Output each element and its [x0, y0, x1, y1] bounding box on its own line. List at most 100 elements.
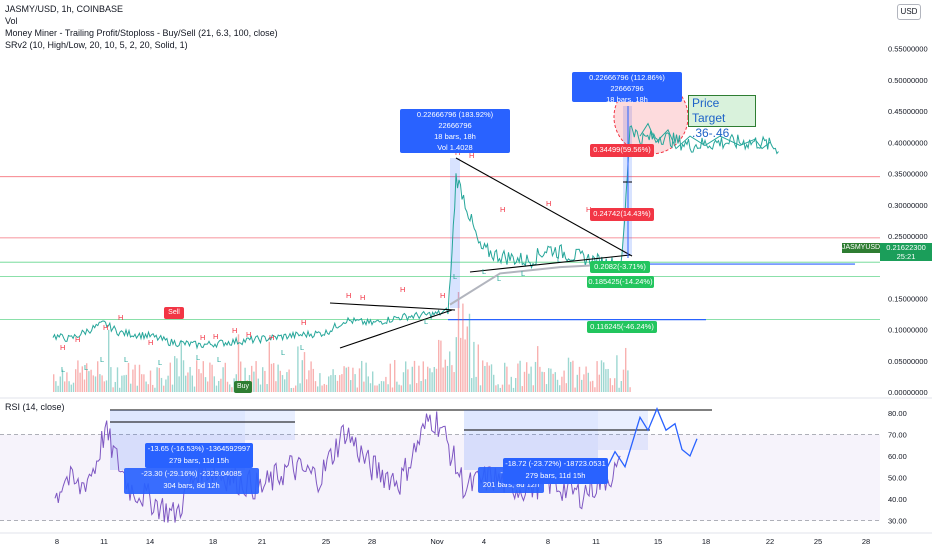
volume-bar	[57, 385, 59, 392]
volume-bar	[286, 372, 288, 392]
volume-bar	[77, 360, 79, 392]
volume-legend[interactable]: Vol	[5, 16, 18, 26]
volume-bar	[550, 368, 552, 392]
trend-line	[469, 254, 631, 273]
volume-bar	[270, 363, 273, 392]
volume-bar	[622, 369, 625, 392]
trend-line	[339, 309, 453, 349]
volume-bar	[444, 359, 446, 392]
rsi-box-4-line-2: 201 bars, 8d 12h	[482, 480, 540, 489]
volume-bar	[160, 377, 163, 392]
volume-bar	[61, 369, 64, 392]
volume-bar	[394, 360, 396, 392]
rsi-tick-label: 60.00	[888, 452, 907, 461]
volume-bar	[301, 360, 303, 392]
volume-bar	[499, 387, 501, 392]
level-label-green-2: 0.185425(-14.24%)	[587, 276, 654, 288]
volume-bar	[504, 362, 506, 392]
level-label-green-3: 0.116245(-46.24%)	[587, 321, 657, 333]
volume-bar	[453, 372, 455, 392]
price-tick-label: 0.05000000	[888, 357, 928, 366]
time-tick-label: 18	[209, 537, 217, 546]
rsi-box-3-line-2: 279 bars, 11d 15h	[525, 471, 586, 480]
volume-bar	[383, 381, 385, 392]
rsi-legend[interactable]: RSI (14, close)	[5, 402, 65, 412]
volume-bar	[268, 341, 270, 392]
volume-bar	[90, 369, 92, 392]
low-marker: L	[557, 255, 561, 264]
price-tick-label: 0.45000000	[888, 107, 928, 116]
rsi-measure-box-2[interactable]: -23.30 (-29.16%) -2329.04085 304 bars, 8…	[124, 468, 259, 494]
rsi-tick-label: 80.00	[888, 409, 907, 418]
level-label-red-2: 0.24742(14.43%)	[590, 208, 654, 221]
volume-bar	[156, 367, 158, 392]
volume-bar	[158, 367, 160, 392]
high-marker: H	[269, 333, 274, 342]
volume-bar	[171, 384, 174, 392]
measure-box-1[interactable]: 0.22666796 (183.92%) 22666796 18 bars, 1…	[400, 109, 510, 153]
volume-bar	[147, 384, 149, 392]
volume-bar	[477, 344, 479, 392]
volume-bar	[220, 378, 222, 392]
volume-bar	[257, 378, 259, 392]
volume-bar	[224, 362, 226, 392]
low-marker: L	[424, 317, 428, 326]
rsi-tick-label: 70.00	[888, 431, 907, 440]
low-marker: L	[217, 355, 221, 364]
volume-bar	[609, 378, 611, 392]
low-marker: L	[196, 353, 200, 362]
volume-bar	[306, 379, 308, 392]
volume-bar	[367, 376, 369, 392]
volume-bar	[275, 381, 277, 392]
volume-bar	[567, 357, 570, 392]
volume-bar	[545, 384, 548, 392]
volume-bar	[99, 374, 101, 392]
volume-bar	[365, 362, 367, 392]
volume-bar	[251, 365, 253, 392]
volume-bar	[119, 387, 121, 392]
volume-bar	[466, 326, 468, 392]
volume-bar	[473, 341, 475, 392]
volume-bar	[581, 379, 583, 392]
volume-bar	[589, 381, 592, 392]
price-target-note[interactable]: Price Target .36-.46	[688, 95, 756, 140]
volume-bar	[501, 384, 504, 392]
volume-bar	[389, 363, 391, 392]
volume-bar	[488, 365, 490, 392]
volume-bar	[167, 375, 169, 392]
volume-bar	[427, 366, 429, 392]
volume-bar	[277, 364, 279, 392]
volume-bar	[295, 385, 297, 392]
volume-bar	[323, 383, 325, 392]
measure-box-2[interactable]: 0.22666796 (112.86%) 22666796 18 bars, 1…	[572, 72, 682, 104]
srv2-legend[interactable]: SRv2 (10, High/Low, 20, 10, 5, 2, 20, So…	[5, 40, 188, 50]
high-marker: H	[232, 326, 237, 335]
money-miner-legend[interactable]: Money Miner - Trailing Profit/Stoploss -…	[5, 28, 278, 38]
volume-bar	[154, 387, 156, 392]
volume-bar	[262, 367, 264, 392]
volume-bar	[97, 361, 99, 392]
volume-bar	[479, 385, 482, 392]
currency-button[interactable]: USD	[897, 4, 921, 20]
high-marker: H	[400, 285, 405, 294]
volume-bar	[620, 381, 622, 392]
volume-bar	[407, 369, 409, 392]
rsi-measure-box-3[interactable]: -18.72 (-23.72%) -18723.0531 279 bars, 1…	[503, 458, 608, 484]
volume-bar	[55, 381, 57, 392]
volume-bar	[347, 366, 350, 392]
rsi-measure-box-1[interactable]: -13.65 (-16.53%) -1364592997 279 bars, 1…	[145, 443, 253, 468]
symbol-title[interactable]: JASMY/USD, 1h, COINBASE	[5, 4, 124, 14]
time-tick-label: 11	[100, 537, 108, 546]
volume-bar	[625, 347, 627, 392]
volume-bar	[570, 361, 572, 392]
measure-1-line-2: 18 bars, 18h	[434, 132, 476, 141]
price-line	[52, 122, 779, 350]
volume-bar	[424, 379, 427, 392]
time-tick-label: 21	[258, 537, 266, 546]
volume-bar	[460, 337, 462, 392]
measure-1-line-1: 0.22666796 (183.92%) 22666796	[416, 110, 494, 130]
volume-bar	[204, 377, 207, 392]
volume-bar	[629, 387, 631, 392]
high-marker: H	[469, 151, 474, 160]
volume-bar	[563, 370, 565, 392]
